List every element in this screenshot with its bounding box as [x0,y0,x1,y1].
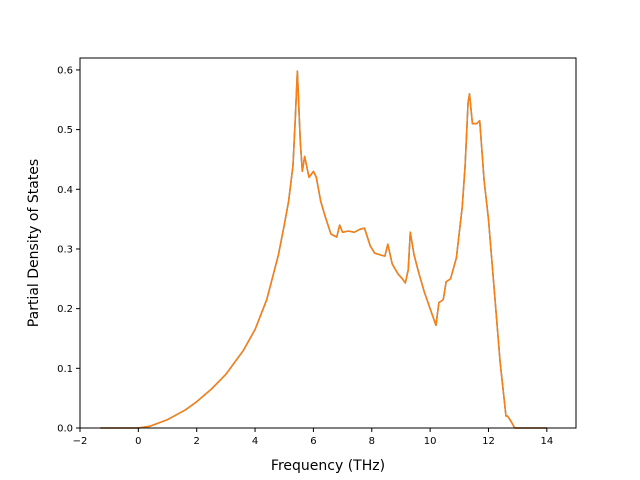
y-tick-label: 0.4 [57,185,73,196]
x-tick-label: 4 [252,436,258,447]
y-tick-label: 0.5 [57,125,73,136]
y-tick-label: 0.2 [57,304,73,315]
axes-frame [79,57,577,429]
series-layer [100,70,547,429]
x-tick-label: 10 [424,436,437,447]
x-tick-label: 12 [482,436,495,447]
x-axis-label: Frequency (THz) [271,458,385,474]
y-tick-label: 0.1 [57,364,73,375]
x-tick-label: −2 [73,436,88,447]
y-tick-label: 0.3 [57,244,73,255]
x-tick-label: 0 [135,436,141,447]
x-tick-label: 2 [194,436,200,447]
y-tick-label: 0.0 [57,424,73,435]
y-tick-label: 0.6 [57,65,73,76]
ticks-layer: −2 0 2 4 6 8 10 12 14 0.0 0.1 0.2 0.3 0.4 0.5 0.6 [57,65,553,447]
x-tick-label: 14 [540,436,553,447]
x-tick-label: 6 [310,436,316,447]
series-line-2 [100,70,547,429]
y-axis-label: Partial Density of States [26,159,42,327]
x-tick-label: 8 [369,436,375,447]
